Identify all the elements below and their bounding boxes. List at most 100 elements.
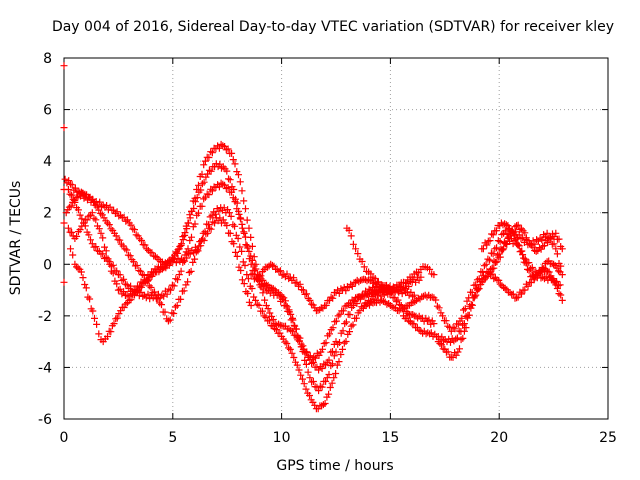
data-point xyxy=(231,222,239,230)
x-axis-label: GPS time / hours xyxy=(276,458,393,474)
data-point xyxy=(231,198,239,206)
data-point xyxy=(500,245,508,253)
data-point xyxy=(332,338,340,346)
data-point xyxy=(333,361,341,369)
data-point xyxy=(130,258,138,266)
data-point xyxy=(303,290,311,298)
data-point xyxy=(550,240,558,248)
data-point xyxy=(205,191,213,199)
data-point xyxy=(80,219,88,227)
data-point xyxy=(339,307,347,315)
data-point xyxy=(223,222,231,229)
data-point xyxy=(225,209,233,217)
data-point xyxy=(318,383,326,391)
y-tick-label: 0 xyxy=(43,257,52,273)
data-point xyxy=(191,220,199,228)
data-point xyxy=(93,320,101,328)
data-point xyxy=(341,320,349,328)
data-point xyxy=(205,154,213,161)
data-point xyxy=(170,282,178,290)
data-point xyxy=(177,241,185,249)
data-point xyxy=(92,216,100,224)
data-point xyxy=(105,221,113,229)
data-point xyxy=(227,212,235,220)
data-point xyxy=(73,232,81,240)
data-point xyxy=(222,185,230,192)
data-point xyxy=(133,262,141,269)
data-point xyxy=(555,290,563,298)
data-point xyxy=(118,277,126,284)
data-point xyxy=(139,292,147,300)
data-point xyxy=(325,356,333,364)
data-point xyxy=(524,265,531,273)
data-point xyxy=(172,275,180,283)
data-point xyxy=(447,338,454,346)
data-point xyxy=(512,235,520,243)
data-point xyxy=(185,269,193,276)
data-point xyxy=(420,292,427,300)
data-point xyxy=(352,245,360,253)
data-point xyxy=(557,291,565,299)
data-point xyxy=(302,360,310,368)
data-point xyxy=(120,275,128,283)
data-point xyxy=(349,321,357,329)
data-point xyxy=(242,241,250,249)
data-point xyxy=(457,336,465,344)
data-point xyxy=(394,296,402,304)
data-point xyxy=(329,348,336,355)
data-point xyxy=(410,291,418,299)
data-point xyxy=(299,286,307,294)
data-point xyxy=(507,227,515,235)
data-point xyxy=(238,187,246,195)
data-point xyxy=(493,258,501,266)
data-point xyxy=(228,188,236,196)
data-point xyxy=(163,290,171,298)
data-point xyxy=(120,304,128,311)
data-point xyxy=(228,149,236,157)
data-point xyxy=(332,317,340,325)
data-point xyxy=(264,305,272,313)
data-point xyxy=(287,310,295,318)
data-point xyxy=(315,387,323,395)
data-point xyxy=(200,178,208,186)
data-point xyxy=(514,293,522,301)
data-point xyxy=(107,267,115,275)
data-point xyxy=(469,301,476,309)
data-point xyxy=(288,349,296,357)
data-point xyxy=(319,345,326,353)
data-point xyxy=(250,253,258,261)
data-point xyxy=(299,375,306,383)
data-point xyxy=(120,288,128,296)
data-point xyxy=(285,306,293,314)
data-point xyxy=(247,233,255,241)
data-point xyxy=(186,211,194,219)
data-point xyxy=(189,258,197,266)
data-point xyxy=(113,208,121,216)
data-point xyxy=(117,307,125,315)
data-point xyxy=(173,302,181,309)
data-point xyxy=(348,282,356,290)
data-point xyxy=(83,216,91,224)
data-point xyxy=(514,221,522,229)
data-point xyxy=(122,300,130,308)
data-point xyxy=(175,271,183,279)
data-point xyxy=(444,322,452,330)
data-point xyxy=(522,259,530,267)
data-point xyxy=(451,325,459,333)
data-point xyxy=(465,311,473,319)
data-point xyxy=(62,209,70,217)
data-point xyxy=(170,310,178,317)
data-point xyxy=(335,289,343,297)
data-point xyxy=(521,286,529,294)
data-point xyxy=(229,156,237,164)
data-point xyxy=(191,194,199,202)
data-point xyxy=(146,295,154,303)
data-point xyxy=(510,232,518,240)
data-point xyxy=(225,175,232,183)
data-point xyxy=(430,271,438,279)
series-track-7 xyxy=(343,224,438,295)
data-point xyxy=(475,285,483,293)
data-point xyxy=(253,300,261,308)
data-point xyxy=(135,267,143,274)
data-point xyxy=(514,241,522,249)
